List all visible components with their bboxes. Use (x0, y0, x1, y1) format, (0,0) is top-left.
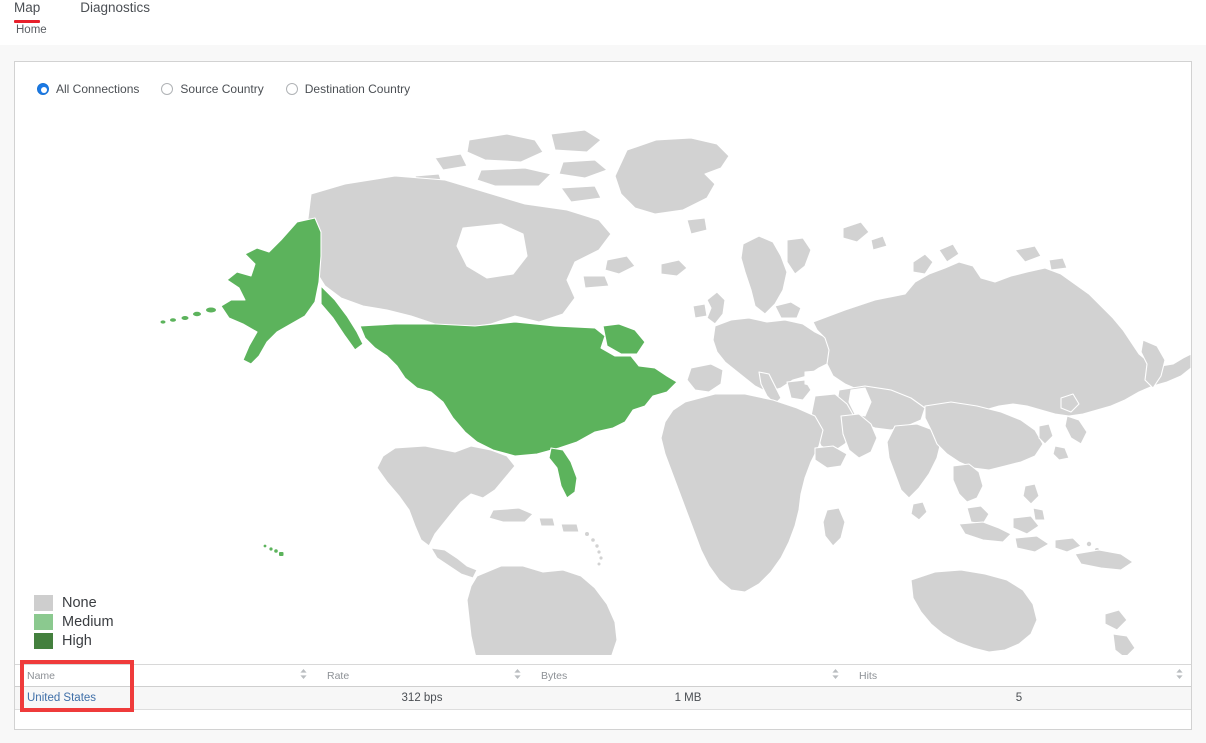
map-landmasses (160, 129, 1191, 655)
radio-destination-country-label: Destination Country (304, 82, 411, 96)
radio-all-connections[interactable]: All Connections (37, 82, 139, 96)
cell-country-name[interactable]: United States (27, 692, 97, 704)
radio-destination-country[interactable]: Destination Country (285, 82, 411, 96)
legend-label-none: None (62, 594, 97, 611)
column-header-bytes[interactable]: Bytes (529, 665, 847, 687)
tab-diagnostics[interactable]: Diagnostics (80, 0, 150, 19)
table-row[interactable]: United States 312 bps 1 MB 5 (15, 687, 1191, 710)
map-panel: All Connections Source Country Destinati… (14, 61, 1192, 730)
cell-bytes: 1 MB (674, 692, 702, 704)
sort-icon-bytes[interactable] (831, 668, 840, 683)
sort-icon-hits[interactable] (1175, 668, 1184, 683)
legend-swatch-high (34, 632, 53, 649)
tab-diagnostics-label: Diagnostics (80, 0, 151, 15)
column-header-rate-label: Rate (327, 669, 350, 682)
legend-label-high: High (62, 632, 92, 649)
table-header-row: Name Rate Bytes (15, 665, 1191, 687)
world-map[interactable] (15, 110, 1191, 655)
cell-hits: 5 (1015, 692, 1023, 704)
legend-item-high: High (34, 631, 114, 650)
radio-destination-country-indicator[interactable] (285, 83, 298, 95)
sort-icon-name[interactable] (299, 668, 308, 683)
world-map-svg[interactable] (15, 110, 1191, 655)
table-header: Name Rate Bytes (15, 665, 1191, 687)
country-traffic-table: Name Rate Bytes (15, 664, 1191, 729)
legend-swatch-medium (34, 613, 53, 630)
breadcrumb[interactable]: Home (16, 24, 47, 36)
column-header-hits[interactable]: Hits (847, 665, 1191, 687)
active-tab-indicator (14, 20, 41, 23)
legend-item-none: None (34, 593, 114, 612)
radio-all-connections-indicator[interactable] (37, 83, 49, 95)
radio-source-country-label: Source Country (180, 82, 264, 96)
tab-list: Map Diagnostics (14, 0, 190, 23)
table-empty-area (15, 710, 1191, 729)
column-header-name-label: Name (27, 669, 56, 682)
legend-label-medium: Medium (62, 613, 114, 630)
sort-icon-rate[interactable] (513, 668, 522, 683)
legend-item-medium: Medium (34, 612, 114, 631)
table-body: United States 312 bps 1 MB 5 (15, 687, 1191, 729)
top-tab-bar: Map Diagnostics Home (0, 0, 1206, 45)
radio-all-connections-label: All Connections (56, 82, 140, 96)
column-header-bytes-label: Bytes (541, 669, 568, 682)
column-header-name[interactable]: Name (15, 665, 315, 687)
radio-source-country-indicator[interactable] (161, 83, 174, 95)
legend-swatch-none (34, 594, 53, 611)
radio-source-country[interactable]: Source Country (161, 82, 264, 96)
connection-filter-group: All Connections Source Country Destinati… (37, 82, 432, 96)
cell-rate: 312 bps (401, 692, 443, 704)
column-header-hits-label: Hits (859, 669, 878, 682)
column-header-rate[interactable]: Rate (315, 665, 529, 687)
map-legend: None Medium High (34, 593, 114, 650)
tab-map[interactable]: Map (14, 0, 41, 23)
tab-map-label: Map (14, 0, 41, 15)
hawaii-islands (263, 544, 284, 556)
